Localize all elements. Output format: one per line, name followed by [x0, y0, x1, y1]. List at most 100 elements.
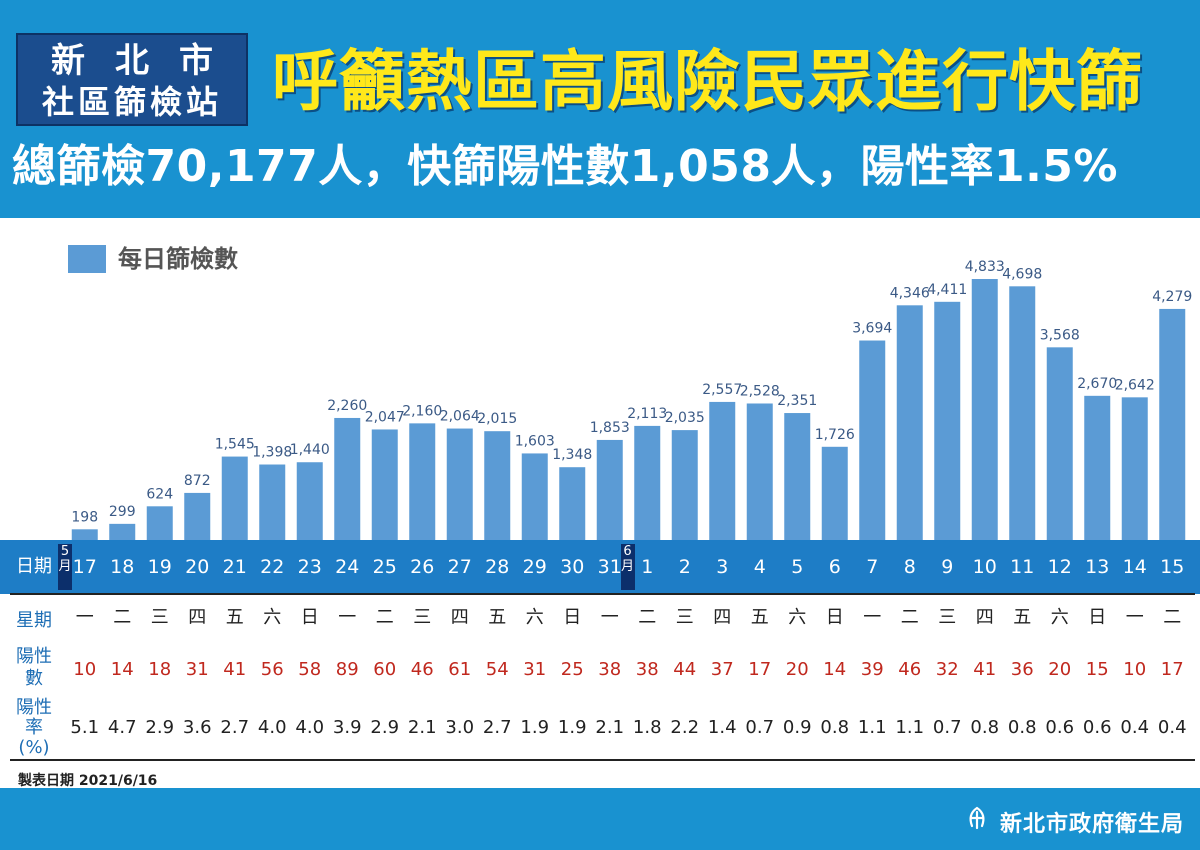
bar-value-label: 2,015: [477, 411, 517, 427]
bar-value-label: 2,670: [1077, 376, 1117, 392]
weekday-cell: 二: [113, 607, 132, 628]
positive-count-cell: 39: [860, 659, 884, 680]
bar-value-label: 2,160: [402, 403, 442, 419]
page-title: 呼籲熱區高風險民眾進行快篩: [272, 43, 1143, 120]
weekday-cell: 四: [188, 607, 207, 628]
positive-rate-cell: 3.6: [182, 717, 212, 738]
positive-count-cell: 38: [598, 659, 622, 680]
positive-rate-cell: 2.7: [482, 717, 512, 738]
positive-count-cell: 38: [635, 659, 659, 680]
bar-value-label: 624: [146, 486, 173, 502]
positive-count-cell: 32: [935, 659, 959, 680]
weekday-cell: 五: [1013, 607, 1032, 628]
weekday-cell: 二: [375, 607, 394, 628]
bar: [1121, 397, 1148, 540]
date-cell: 7: [866, 556, 879, 578]
positive-count-cell: 41: [973, 659, 997, 680]
positive-count-cell: 89: [335, 659, 359, 680]
weekday-cell: 六: [788, 607, 807, 628]
date-cell: 2: [678, 556, 691, 578]
positive-rate-cell: 4.0: [295, 717, 325, 738]
bar: [409, 423, 436, 540]
date-cell: 18: [110, 556, 135, 578]
bar: [1084, 395, 1111, 540]
weekday-cell: 四: [450, 607, 469, 628]
bar: [671, 430, 698, 540]
bar-value-label: 1,603: [515, 433, 555, 449]
bar: [146, 506, 173, 540]
bar-value-label: 1,398: [252, 445, 292, 461]
bar-value-label: 2,351: [777, 393, 817, 409]
weekday-cell: 三: [675, 607, 694, 628]
month-tag: 6月: [620, 544, 635, 590]
positive-rate-cell: 3.9: [332, 717, 362, 738]
positive-rate-cell: 3.0: [445, 717, 475, 738]
positive-rate-cell: 2.9: [145, 717, 175, 738]
weekday-cell: 六: [525, 607, 544, 628]
date-cell: 12: [1047, 556, 1072, 578]
weekday-cell: 一: [863, 607, 882, 628]
legend-swatch: [68, 245, 106, 273]
bar-value-label: 1,348: [552, 447, 592, 463]
positive-rate-cell: 0.7: [745, 717, 775, 738]
weekday-cell: 五: [488, 607, 507, 628]
date-cell: 11: [1010, 556, 1035, 578]
positive-count-cell: 10: [1123, 659, 1147, 680]
positive-count-cell: 46: [898, 659, 922, 680]
positive-count-cell: 14: [823, 659, 847, 680]
bar: [296, 462, 323, 540]
made-date: 製表日期 2021/6/16: [18, 773, 158, 789]
date-cell: 15: [1160, 556, 1185, 578]
positive-rate-cell: 0.8: [1007, 717, 1037, 738]
positive-count-cell: 61: [448, 659, 472, 680]
date-cell: 10: [972, 556, 997, 578]
positive-rate-cell: 1.1: [895, 717, 925, 738]
weekday-cell: 三: [938, 607, 957, 628]
positive-rate-cell: 4.7: [107, 717, 137, 738]
weekday-cell: 三: [150, 607, 169, 628]
bar: [596, 439, 623, 540]
positive-count-cell: 54: [485, 659, 509, 680]
bar-value-label: 2,528: [740, 383, 780, 399]
positive-rate-cell: 0.8: [820, 717, 850, 738]
date-cell: 17: [72, 556, 97, 578]
bar: [1046, 347, 1073, 540]
date-cell: 8: [903, 556, 916, 578]
bar-value-label: 2,035: [665, 410, 705, 426]
date-cell: 27: [447, 556, 472, 578]
date-cell: 4: [753, 556, 766, 578]
date-cell: 24: [335, 556, 360, 578]
positive-count-cell: 44: [673, 659, 697, 680]
positive-count-cell: 17: [1160, 659, 1184, 680]
bar: [821, 446, 848, 540]
weekday-cell: 四: [975, 607, 994, 628]
positive-count-cell: 31: [185, 659, 209, 680]
positive-count-cell: 20: [785, 659, 809, 680]
bar: [634, 425, 661, 540]
weekday-cell: 六: [1050, 607, 1069, 628]
bar-value-label: 3,694: [852, 321, 892, 337]
positive-count-cell: 60: [373, 659, 397, 680]
bar-value-label: 3,568: [1040, 327, 1080, 343]
positive-rate-cell: 2.2: [670, 717, 700, 738]
positive-count-cell: 25: [560, 659, 584, 680]
bar-value-label: 1,440: [290, 442, 330, 458]
bar-value-label: 2,113: [627, 406, 667, 422]
weekday-cell: 一: [338, 607, 357, 628]
bar-value-label: 2,064: [440, 409, 480, 425]
bar: [221, 456, 248, 540]
date-cell: 13: [1085, 556, 1110, 578]
org-badge: 新北市 社區篩檢站: [16, 33, 248, 126]
org-line1: 新北市: [51, 41, 243, 81]
rate-row-label: 陽性率(%): [16, 697, 52, 758]
date-cell: 29: [522, 556, 547, 578]
weekday-cell: 二: [638, 607, 657, 628]
bar-value-label: 4,411: [927, 282, 967, 298]
bar-value-label: 2,557: [702, 382, 742, 398]
positive-count-cell: 58: [298, 659, 322, 680]
weekday-cell: 六: [263, 607, 282, 628]
weekday-cell: 一: [1125, 607, 1144, 628]
positive-rate-cell: 0.6: [1045, 717, 1075, 738]
positive-count-cell: 10: [73, 659, 97, 680]
positive-rate-cell: 4.0: [257, 717, 287, 738]
